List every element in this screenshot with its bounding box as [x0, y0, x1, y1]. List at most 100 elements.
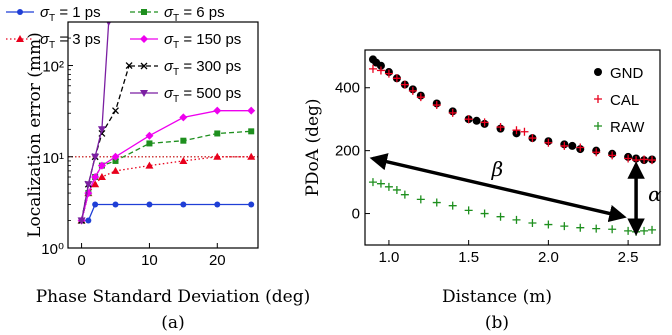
data-point — [179, 113, 188, 122]
panel-b: 1.0 1.5 2.0 2.5 0 200 400 PDoA (deg) Distance … — [303, 49, 662, 333]
data-point — [544, 138, 553, 147]
legend-swatch-marker — [140, 35, 148, 43]
x-tick-label: 0 — [77, 252, 85, 269]
y-tick-label: 10⁰ — [41, 241, 64, 258]
legend-label-main: σ — [164, 31, 174, 48]
data-point — [648, 156, 657, 165]
series-line-0 — [81, 203, 252, 222]
data-point — [592, 224, 601, 233]
y-tick-label: 400 — [335, 80, 360, 97]
legend-swatch-marker — [594, 68, 602, 76]
data-point — [560, 222, 569, 231]
data-point — [624, 226, 633, 235]
legend-label-rest: = 3 ps — [55, 31, 100, 48]
y-tick-label: 10¹ — [42, 150, 64, 167]
data-point — [247, 152, 256, 160]
legend-entry: σT = 1 ps — [6, 4, 101, 24]
data-point — [528, 134, 537, 143]
data-point — [106, 22, 111, 26]
legend-label-sub: T — [49, 40, 55, 51]
data-point — [112, 201, 119, 208]
data-point — [568, 141, 577, 150]
data-point — [247, 106, 256, 115]
data-point — [400, 190, 409, 199]
data-point — [112, 107, 119, 115]
data-point — [368, 64, 377, 73]
data-point — [384, 182, 393, 191]
data-point — [528, 218, 537, 227]
series-line-1 — [80, 156, 252, 221]
data-point — [368, 178, 377, 187]
legend-label: σT = 150 ps — [164, 31, 241, 51]
x-tick-label: 2.0 — [538, 249, 559, 266]
legend-label: CAL — [610, 92, 639, 109]
legend-label-rest: = 1 ps — [55, 4, 100, 21]
series-line-2 — [80, 130, 252, 221]
legend-label-main: σ — [40, 4, 50, 21]
legend-entry: CAL — [594, 92, 639, 109]
legend-swatch-marker — [594, 95, 602, 103]
y-tick-label: 0 — [352, 206, 360, 223]
x-axis-label: Distance (m) — [442, 287, 552, 307]
data-point — [248, 128, 255, 135]
data-point — [213, 106, 222, 115]
data-point — [125, 62, 133, 69]
legend-entry: σT = 500 ps — [130, 85, 241, 105]
data-point — [392, 74, 401, 83]
data-point — [91, 173, 100, 182]
legend-label: σT = 300 ps — [164, 58, 241, 78]
legend-label-sub: T — [173, 94, 179, 105]
legend-entry: RAW — [594, 119, 645, 136]
x-tick-label: 10 — [141, 252, 158, 269]
data-point — [85, 217, 92, 224]
y-tick-label: 10² — [42, 59, 64, 76]
x-axis-label: Phase Standard Deviation (deg) — [36, 287, 311, 307]
data-point — [560, 141, 569, 150]
data-point — [448, 201, 457, 210]
y-axis-label: PDoA (deg) — [303, 98, 323, 196]
data-point — [146, 140, 153, 147]
alpha-label: α — [648, 182, 662, 206]
legend-label-rest: = 500 ps — [179, 85, 241, 102]
data-point — [84, 181, 93, 189]
beta-label: β — [491, 157, 504, 181]
data-point — [91, 153, 100, 161]
data-point — [77, 217, 86, 225]
legend-label-main: σ — [40, 31, 50, 48]
legend-label: GND — [610, 65, 644, 82]
y-tick-label: 200 — [335, 143, 360, 160]
y-axis-label: Localization error (mm) — [25, 32, 45, 238]
legend-swatch-marker — [16, 35, 24, 42]
legend-label: σT = 6 ps — [164, 4, 225, 24]
legend-label: RAW — [610, 119, 645, 136]
data-point — [146, 201, 153, 208]
data-point — [640, 226, 649, 235]
x-tick-label: 2.5 — [618, 249, 639, 266]
data-point — [472, 116, 481, 125]
annotations: βα — [369, 153, 662, 236]
data-point — [480, 209, 489, 218]
legend-swatch-marker — [141, 9, 147, 15]
x-tick-label: 1.0 — [378, 249, 399, 266]
data-point — [111, 166, 120, 174]
legend-label-rest: = 300 ps — [179, 58, 241, 75]
data-point — [179, 156, 188, 164]
legend-entry: σT = 6 ps — [130, 4, 225, 24]
data-point — [432, 101, 441, 110]
panel-a: 0 10 20 10⁰ 10¹ 10² Localization error (mm) P… — [6, 4, 310, 333]
data-point — [576, 143, 585, 152]
data-point — [608, 225, 617, 234]
legend-label-main: σ — [164, 85, 174, 102]
legend-label-sub: T — [173, 40, 179, 51]
data-point — [496, 123, 505, 132]
legend-label-sub: T — [173, 13, 179, 24]
legend-label-rest: = 6 ps — [179, 4, 224, 21]
legend-label: σT = 3 ps — [40, 31, 101, 51]
legend-label-rest: = 150 ps — [179, 31, 241, 48]
data-point — [408, 86, 417, 95]
data-point — [248, 201, 255, 208]
data-point — [496, 212, 505, 221]
data-point — [544, 220, 553, 229]
panel-label: (b) — [485, 313, 509, 333]
legend-swatch-marker — [17, 9, 23, 15]
